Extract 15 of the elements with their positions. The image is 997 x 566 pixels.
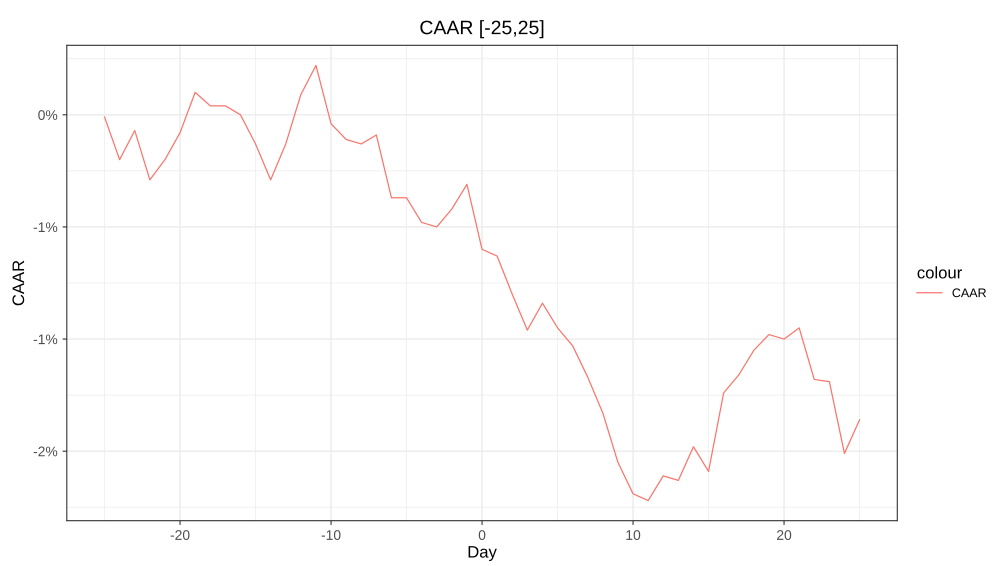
y-tick-label: -1%	[34, 334, 58, 344]
legend-title: colour	[918, 266, 962, 279]
legend-label: CAAR	[952, 288, 986, 298]
x-axis-title: Day	[468, 546, 497, 562]
chart-title: CAAR [-25,25]	[420, 20, 544, 38]
x-tick-label: 10	[626, 530, 640, 540]
y-tick-label: 0%	[38, 110, 58, 120]
x-tick-label: 20	[777, 530, 792, 540]
x-tick-label: 0	[478, 530, 486, 540]
line-series	[104, 64, 860, 502]
x-tick-label: -10	[322, 530, 341, 540]
y-tick-label: -2%	[34, 446, 58, 456]
y-tick-label: -1%	[34, 222, 58, 232]
x-tick-label: -20	[170, 530, 190, 540]
y-axis-title: CAAR	[12, 260, 24, 306]
